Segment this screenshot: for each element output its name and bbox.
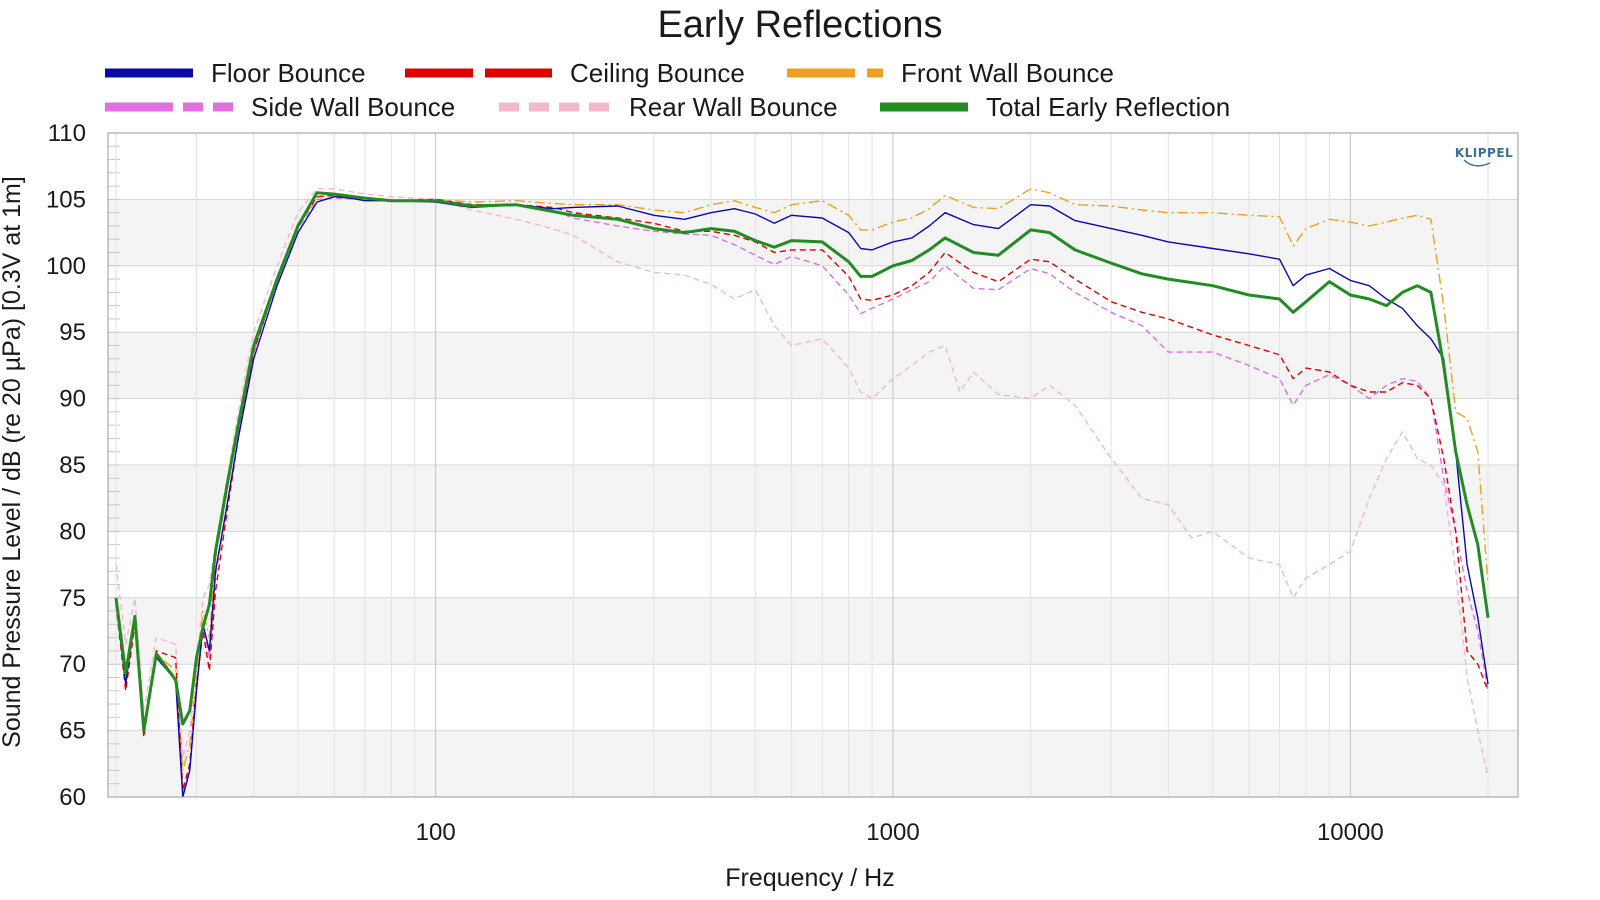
chart-title: Early Reflections <box>657 4 942 46</box>
legend-label-ceiling-bounce: Ceiling Bounce <box>570 58 745 88</box>
x-tick-label: 100 <box>416 819 456 846</box>
series-layer <box>114 188 1490 797</box>
plot-band <box>108 730 1518 797</box>
y-tick-label: 80 <box>59 518 86 545</box>
series-line-floor-bounce <box>115 196 1489 797</box>
series-line-total-early-reflection <box>114 191 1490 733</box>
legend: Floor Bounce Ceiling Bounce Front Wall Bou… <box>105 58 1230 122</box>
klippel-logo: KLIPPEL <box>1455 146 1513 167</box>
y-tick-label: 95 <box>59 319 86 346</box>
y-tick-label: 85 <box>59 452 86 479</box>
plot-frame <box>107 132 1519 798</box>
legend-label-total-early-reflection: Total Early Reflection <box>986 92 1230 122</box>
klippel-logo-text: KLIPPEL <box>1455 146 1513 160</box>
y-tick-label: 100 <box>46 253 86 280</box>
series-line-ceiling-bounce <box>115 194 1489 792</box>
y-tick-label: 70 <box>59 651 86 678</box>
legend-label-side-wall-bounce: Side Wall Bounce <box>251 92 455 122</box>
y-tick-label: 75 <box>59 585 86 612</box>
x-tick-label: 10000 <box>1317 819 1384 846</box>
plot-band <box>108 465 1518 532</box>
plot-band <box>108 332 1518 399</box>
legend-label-floor-bounce: Floor Bounce <box>211 58 366 88</box>
plot-band <box>108 597 1518 665</box>
plot-band <box>108 199 1518 266</box>
y-tick-label: 110 <box>48 120 86 147</box>
series-line-rear-wall-bounce <box>115 188 1489 778</box>
legend-label-rear-wall-bounce: Rear Wall Bounce <box>629 92 838 122</box>
legend-label-front-wall-bounce: Front Wall Bounce <box>901 58 1114 88</box>
x-axis-label: Frequency / Hz <box>725 864 895 892</box>
y-axis-ticks: 60 65 70 75 80 85 90 95 100 105 110 <box>46 120 86 811</box>
y-tick-label: 65 <box>59 718 86 745</box>
x-tick-label: 1000 <box>866 819 919 846</box>
y-axis-label: Sound Pressure Level / dB (re 20 µPa) [0… <box>0 176 26 748</box>
y-tick-label: 60 <box>59 784 86 811</box>
y-tick-label: 90 <box>59 386 86 413</box>
y-tick-label: 105 <box>46 186 86 213</box>
x-axis-ticks: 100 1000 10000 <box>416 819 1384 846</box>
klippel-logo-swoosh-icon <box>1463 159 1491 167</box>
